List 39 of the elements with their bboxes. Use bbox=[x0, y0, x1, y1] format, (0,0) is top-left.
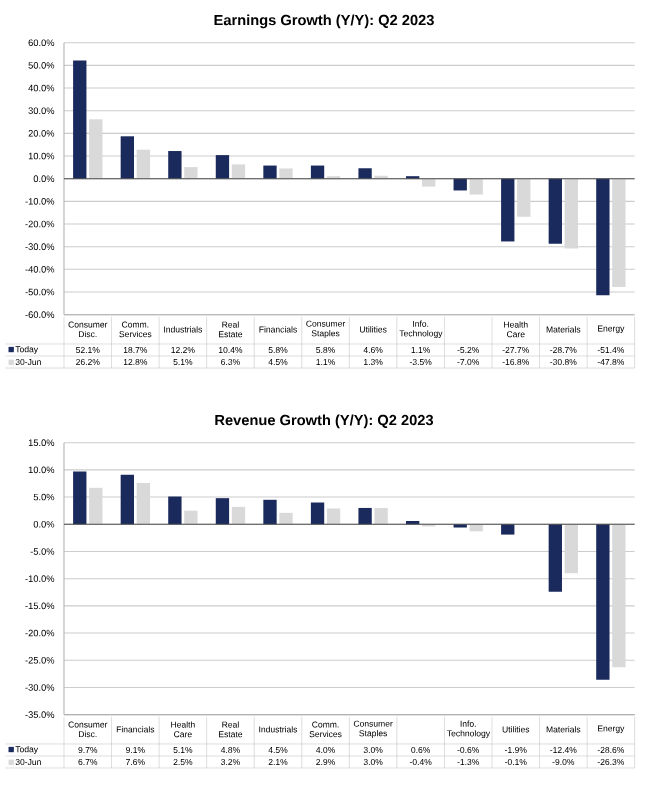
bar bbox=[184, 167, 198, 179]
bar bbox=[453, 178, 467, 191]
bar bbox=[358, 507, 372, 525]
bar bbox=[168, 496, 182, 525]
bar bbox=[120, 474, 134, 525]
bar bbox=[279, 168, 293, 179]
bar bbox=[279, 512, 293, 525]
bar bbox=[73, 60, 87, 179]
bar bbox=[564, 524, 578, 574]
bar bbox=[231, 506, 246, 525]
bar bbox=[612, 178, 626, 288]
bar bbox=[501, 524, 515, 535]
bar bbox=[501, 178, 515, 242]
bar bbox=[469, 178, 483, 195]
bar bbox=[263, 499, 277, 525]
bar bbox=[215, 155, 230, 179]
bar bbox=[310, 502, 325, 525]
bar bbox=[564, 178, 578, 249]
bar bbox=[374, 507, 388, 525]
bar bbox=[517, 178, 531, 217]
bar bbox=[73, 471, 87, 525]
bar bbox=[136, 482, 150, 525]
bar bbox=[326, 508, 341, 525]
bar bbox=[596, 524, 610, 680]
bar bbox=[136, 149, 150, 179]
bar bbox=[184, 510, 198, 525]
bar bbox=[89, 487, 103, 525]
bar bbox=[231, 164, 246, 179]
bar bbox=[596, 178, 610, 296]
bar bbox=[120, 136, 134, 179]
bar bbox=[168, 151, 182, 179]
bar bbox=[548, 178, 562, 244]
bar bbox=[215, 498, 230, 525]
bar bbox=[421, 178, 436, 187]
bar bbox=[612, 524, 626, 668]
bar bbox=[358, 168, 372, 179]
bar bbox=[263, 165, 277, 179]
bar bbox=[89, 119, 103, 179]
bar bbox=[548, 524, 562, 592]
